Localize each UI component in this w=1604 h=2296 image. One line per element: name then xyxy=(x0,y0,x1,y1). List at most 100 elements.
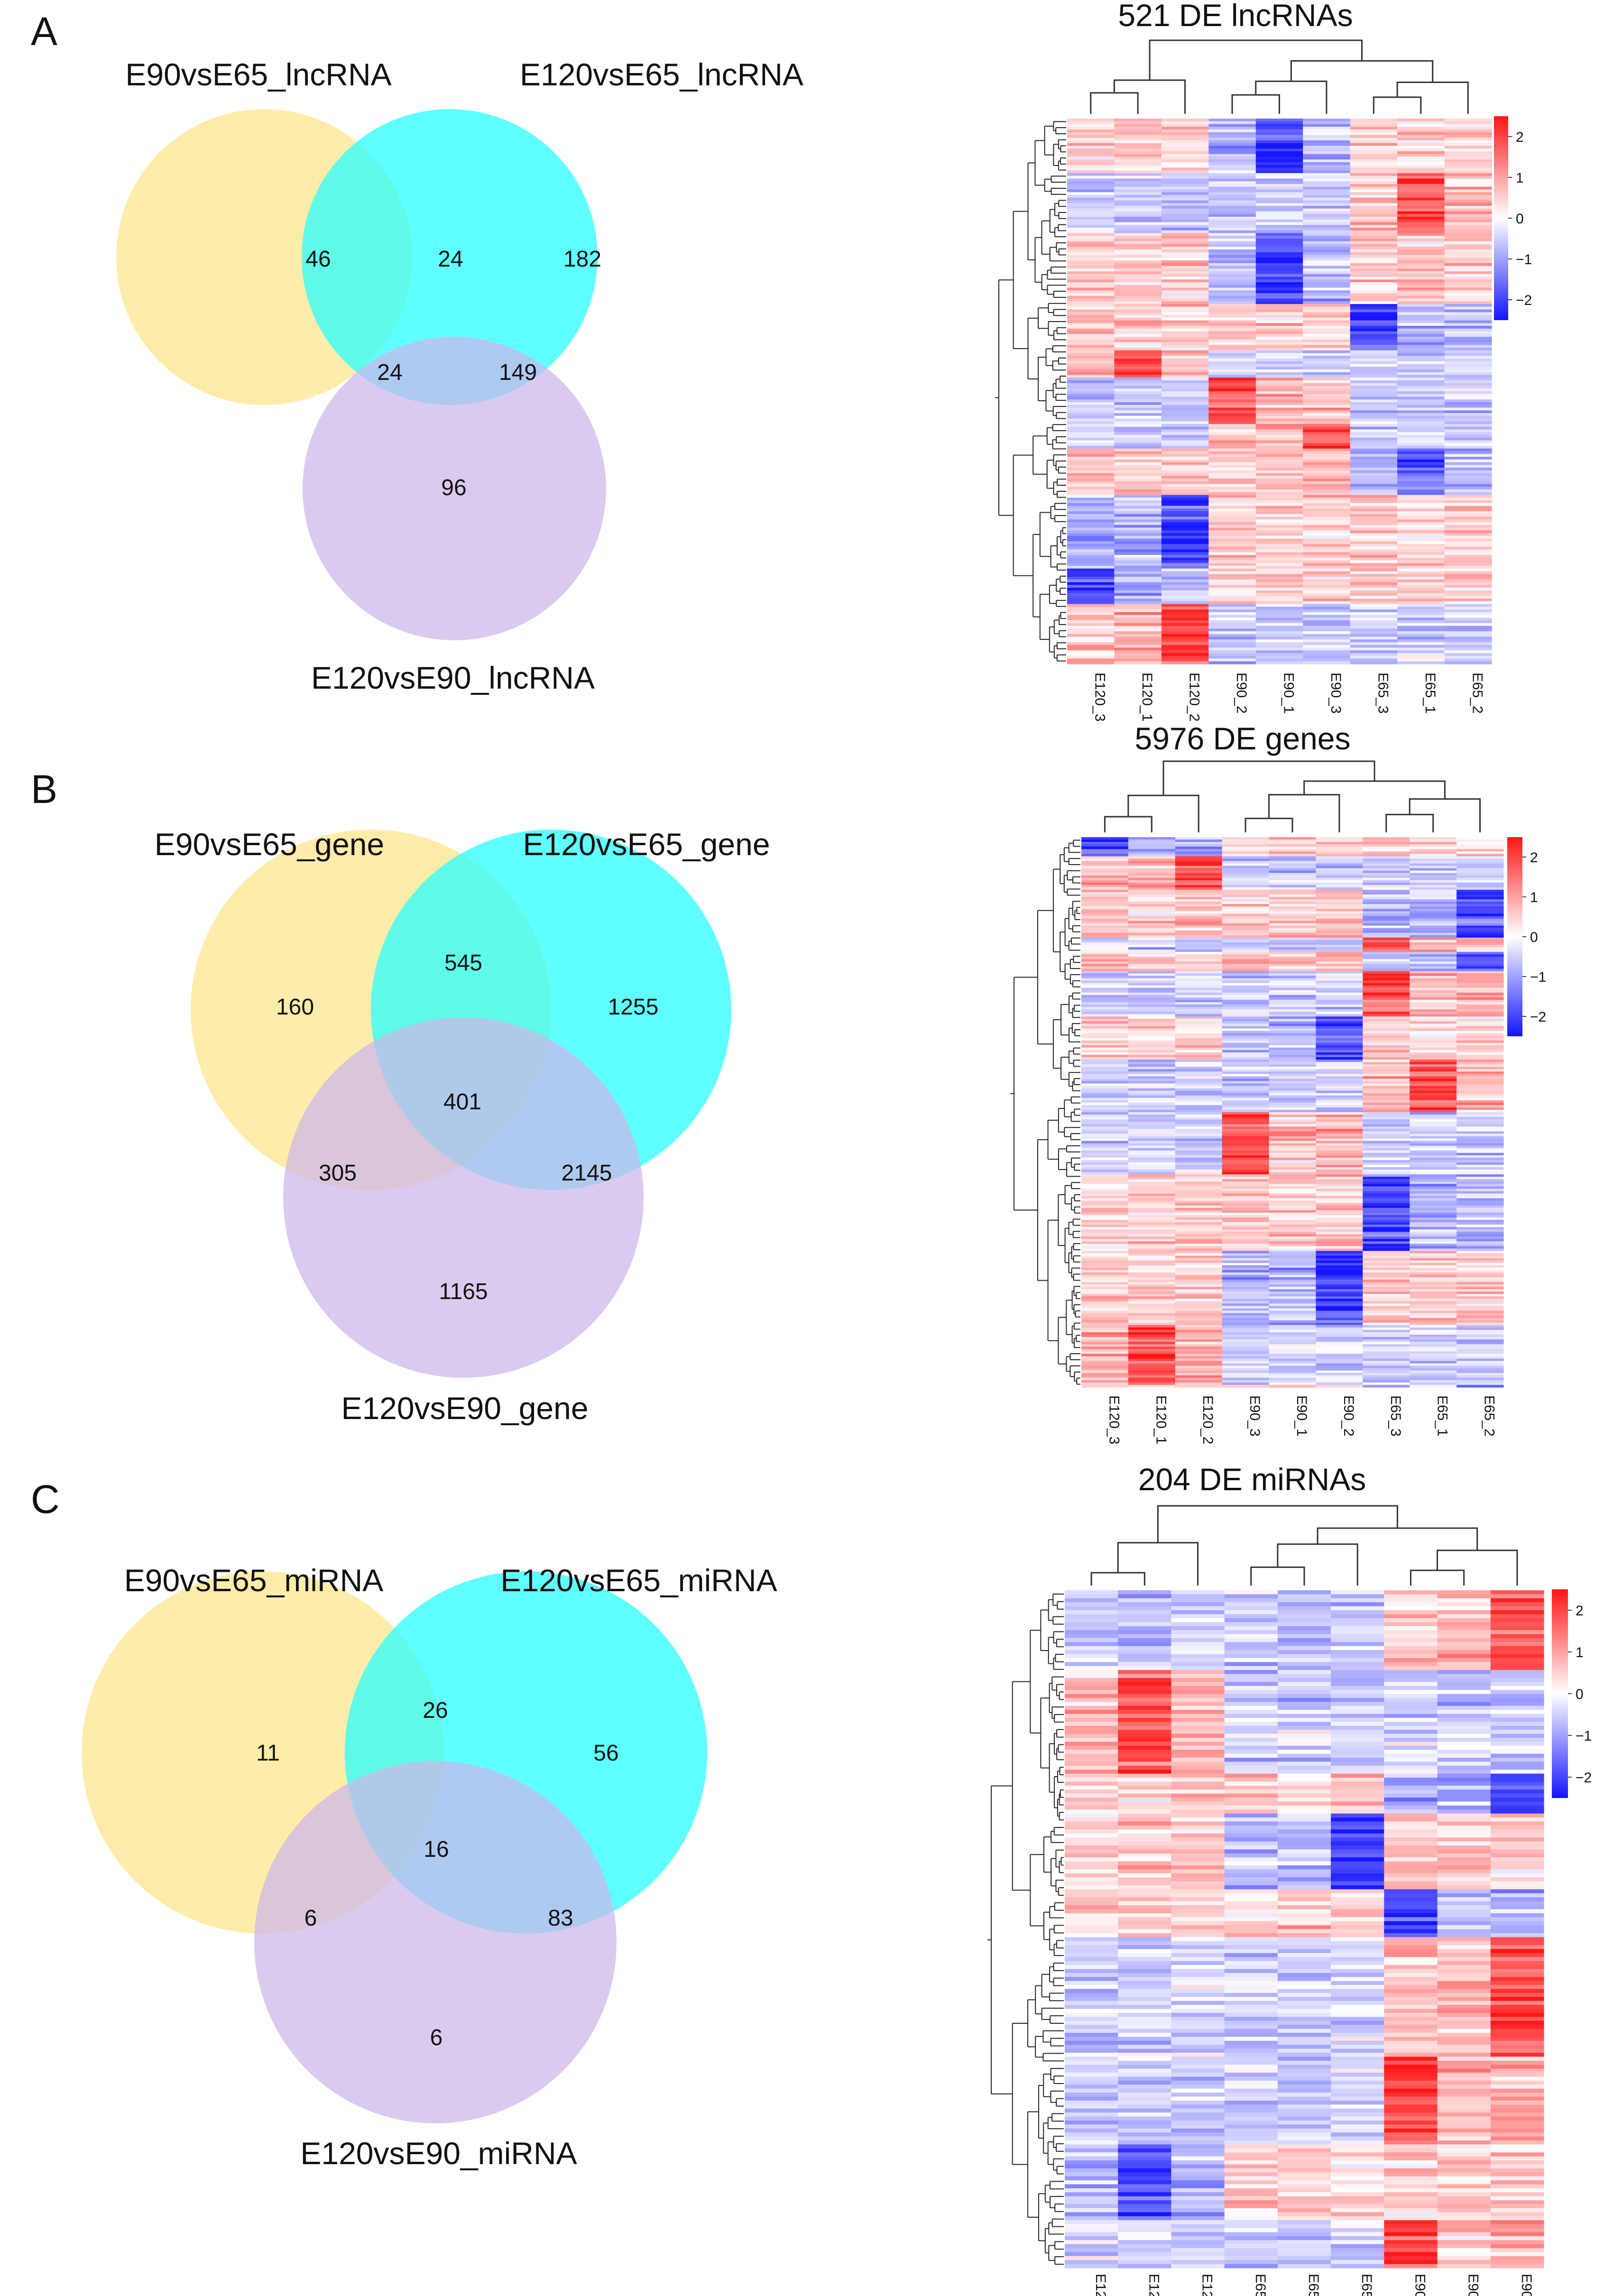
heatmap-cell xyxy=(1067,244,1115,247)
heatmap-cell xyxy=(1316,870,1363,874)
heatmap-cell xyxy=(1081,1198,1129,1201)
heatmap-cell xyxy=(1316,1024,1363,1027)
heatmap-cell xyxy=(1350,544,1398,547)
heatmap-cell xyxy=(1457,1222,1504,1225)
heatmap-cell xyxy=(1363,1109,1410,1113)
heatmap-cell xyxy=(1457,944,1504,948)
heatmap-cell xyxy=(1067,208,1115,212)
heatmap-cell xyxy=(1081,1270,1129,1273)
heatmap-cell xyxy=(1161,217,1209,220)
heatmap-cell xyxy=(1303,642,1351,645)
heatmap-cell xyxy=(1397,454,1445,457)
heatmap-cell xyxy=(1128,1086,1176,1089)
heatmap-cell xyxy=(1384,1710,1438,1715)
heatmap-cell xyxy=(1208,146,1256,149)
heatmap-cell xyxy=(1255,413,1303,416)
heatmap-cell xyxy=(1269,1164,1317,1168)
heatmap-cell xyxy=(1444,124,1492,127)
heatmap-cell xyxy=(1081,892,1129,895)
heatmap-cell xyxy=(1269,1095,1317,1098)
heatmap-cell xyxy=(1208,181,1256,184)
heatmap-cell xyxy=(1437,1622,1491,1627)
heatmap-cell xyxy=(1255,658,1303,662)
heatmap-cell xyxy=(1128,902,1176,904)
heatmap-cell xyxy=(1175,987,1223,991)
heatmap-cell xyxy=(1410,1217,1457,1220)
heatmap-cell xyxy=(1397,636,1445,640)
heatmap-cell xyxy=(1081,1222,1129,1225)
heatmap-cell xyxy=(1224,1765,1278,1770)
heatmap-cell xyxy=(1363,1280,1410,1282)
heatmap-cell xyxy=(1161,244,1209,247)
heatmap-cell xyxy=(1410,1164,1457,1168)
heatmap-cell xyxy=(1457,1021,1504,1024)
heatmap-cell xyxy=(1331,1614,1384,1619)
heatmap-cell xyxy=(1175,877,1223,881)
heatmap-cell xyxy=(1224,1977,1278,1982)
heatmap-cell xyxy=(1171,2037,1225,2041)
heatmap-cell xyxy=(1065,1706,1118,1710)
heatmap-cell xyxy=(1128,911,1176,914)
heatmap-cell xyxy=(1118,1674,1171,1678)
heatmap-cell xyxy=(1303,443,1351,446)
heatmap-cell xyxy=(1303,473,1351,476)
heatmap-cell xyxy=(1350,533,1398,536)
heatmap-cell xyxy=(1208,612,1256,616)
heatmap-cell xyxy=(1350,585,1398,588)
heatmap-cell xyxy=(1161,386,1209,389)
heatmap-cell xyxy=(1065,1889,1118,1894)
heatmap-cell xyxy=(1331,1837,1384,1842)
heatmap-cell xyxy=(1208,247,1256,250)
heatmap-cell xyxy=(1171,1702,1225,1706)
heatmap-cell xyxy=(1081,1332,1129,1335)
heatmap-cell xyxy=(1065,1865,1118,1870)
heatmap-cell xyxy=(1316,1086,1363,1089)
heatmap-cell xyxy=(1457,1241,1504,1244)
heatmap-cell xyxy=(1067,636,1115,640)
heatmap-cell xyxy=(1303,503,1351,507)
heatmap-cell xyxy=(1222,861,1270,864)
heatmap-cell xyxy=(1171,1778,1225,1782)
heatmap-cell xyxy=(1208,599,1256,602)
heatmap-cell xyxy=(1255,356,1303,359)
heatmap-cell xyxy=(1444,421,1492,424)
heatmap-cell xyxy=(1316,1064,1363,1067)
heatmap-cell xyxy=(1208,298,1256,302)
heatmap-cell xyxy=(1161,249,1209,253)
heatmap-cell xyxy=(1161,557,1209,561)
heatmap-cell xyxy=(1175,1313,1223,1316)
venn-set-label: E120vsE90_lncRNA xyxy=(311,660,595,695)
heatmap-cell xyxy=(1457,1365,1504,1369)
heatmap-cell xyxy=(1269,856,1317,859)
heatmap-cell xyxy=(1175,1090,1223,1094)
heatmap-cell xyxy=(1128,1384,1176,1388)
heatmap-cell xyxy=(1457,1090,1504,1094)
heatmap-cell xyxy=(1161,143,1209,147)
heatmap-cell xyxy=(1457,1217,1504,1220)
heatmap-cell xyxy=(1175,1263,1223,1266)
heatmap-cell xyxy=(1269,1062,1317,1065)
heatmap-cell xyxy=(1457,1019,1504,1022)
heatmap-cell xyxy=(1128,906,1176,909)
heatmap-cell xyxy=(1490,1905,1544,1910)
heatmap-cell xyxy=(1316,925,1363,929)
heatmap-cell xyxy=(1161,320,1209,323)
heatmap-title: 204 DE miRNAs xyxy=(1138,1462,1366,1497)
heatmap-cell xyxy=(1161,421,1209,424)
heatmap-cell xyxy=(1410,1007,1457,1010)
heatmap-cell xyxy=(1490,1893,1544,1898)
heatmap-cell xyxy=(1410,897,1457,900)
heatmap-cell xyxy=(1208,555,1256,558)
heatmap-cell xyxy=(1350,481,1398,485)
heatmap-cell xyxy=(1081,1234,1129,1237)
heatmap-cell xyxy=(1269,1148,1317,1151)
heatmap-cell xyxy=(1224,1654,1278,1659)
heatmap-cell xyxy=(1128,844,1176,847)
heatmap-cell xyxy=(1444,146,1492,149)
heatmap-cell xyxy=(1128,1236,1176,1239)
heatmap-cell xyxy=(1457,1280,1504,1282)
heatmap-cell xyxy=(1255,476,1303,479)
heatmap-cell xyxy=(1363,1255,1410,1259)
heatmap-cell xyxy=(1316,1060,1363,1062)
heatmap-cell xyxy=(1255,263,1303,267)
